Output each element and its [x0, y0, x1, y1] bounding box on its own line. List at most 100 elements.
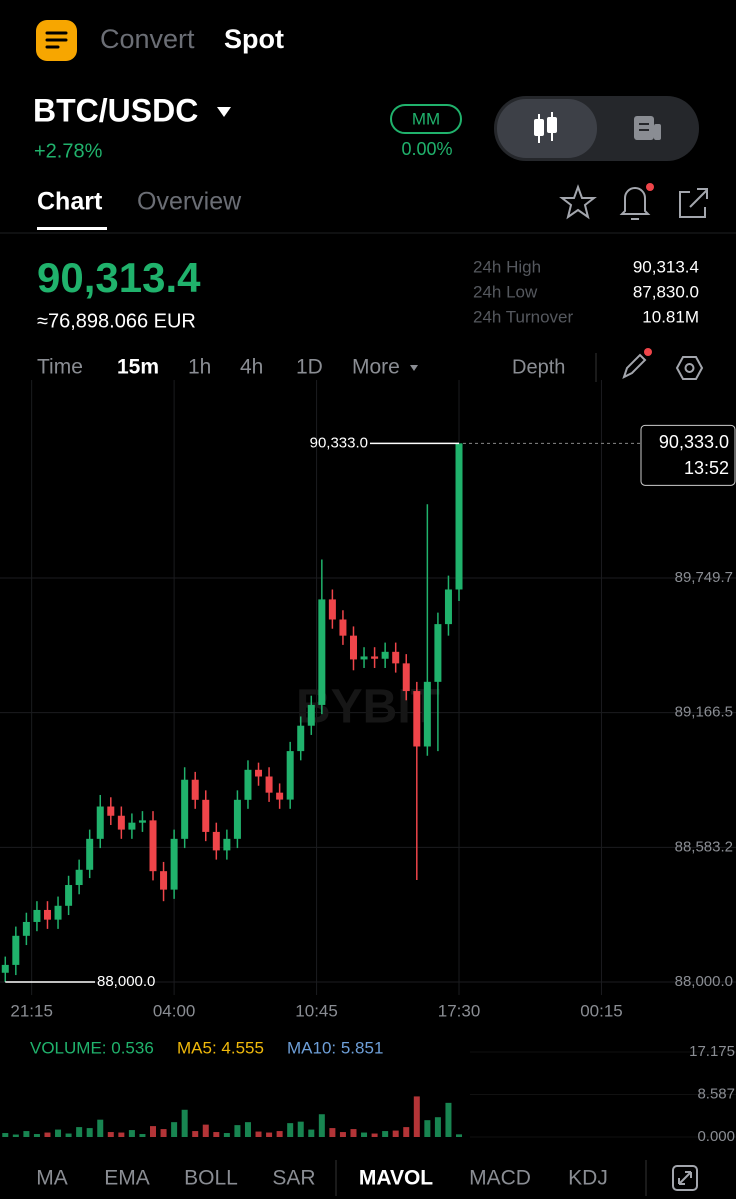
- draw-icon[interactable]: [622, 348, 652, 379]
- timeframe[interactable]: 1D: [296, 356, 323, 379]
- candle-body: [22, 921, 30, 936]
- stat-value: 10.81M: [642, 307, 699, 326]
- candle-body: [360, 656, 368, 660]
- timeframe[interactable]: 1h: [188, 356, 211, 379]
- timeframe[interactable]: More: [352, 356, 400, 379]
- candle-body: [86, 838, 94, 870]
- candle-body: [265, 776, 273, 793]
- candle-body: [96, 806, 104, 839]
- volume-tick-label: 0.000: [697, 1128, 735, 1145]
- candle-body: [107, 806, 115, 816]
- timeframe[interactable]: Time: [37, 356, 83, 379]
- y-tick-label: 89,749.7: [675, 569, 733, 586]
- indicator-tab[interactable]: MAVOL: [359, 1167, 433, 1190]
- volume-bar: [234, 1125, 241, 1137]
- candle-body: [128, 822, 136, 830]
- volume-bar: [456, 1134, 463, 1137]
- volume-bar: [434, 1117, 441, 1137]
- candle-body: [318, 599, 326, 705]
- volume-bar: [171, 1122, 178, 1137]
- x-tick-label: 10:45: [295, 1001, 338, 1020]
- indicator-tab[interactable]: EMA: [104, 1167, 150, 1190]
- candle-body: [255, 769, 263, 777]
- candle-body: [434, 624, 442, 682]
- volume-bar: [392, 1130, 399, 1137]
- volume-bar: [339, 1132, 346, 1137]
- volume-bar: [318, 1114, 325, 1137]
- pair-dropdown[interactable]: [217, 107, 231, 117]
- tab-underline: [37, 227, 107, 230]
- volume-bar: [382, 1131, 389, 1137]
- candle-body: [413, 691, 421, 747]
- last-price-box: [640, 424, 736, 486]
- candle-body: [75, 869, 83, 886]
- volume-bar: [329, 1128, 336, 1137]
- candle-body: [381, 651, 389, 659]
- stat-label: 24h High: [473, 257, 541, 276]
- tab-convert[interactable]: Convert: [100, 24, 195, 54]
- depth-tab[interactable]: Depth: [512, 356, 565, 378]
- indicator-tab[interactable]: MACD: [469, 1167, 531, 1190]
- volume-bar: [107, 1132, 114, 1137]
- pair[interactable]: BTC/USDC: [33, 92, 198, 128]
- tab-spot[interactable]: Spot: [224, 24, 284, 54]
- tab-chart[interactable]: Chart: [37, 188, 103, 216]
- mm-pill[interactable]: [390, 104, 462, 134]
- tab-overview[interactable]: Overview: [137, 188, 242, 216]
- volume-bar: [371, 1133, 378, 1137]
- candle-body: [233, 799, 241, 839]
- favorite-icon[interactable]: [559, 184, 597, 220]
- volume-bar: [150, 1126, 157, 1137]
- indicator-tab[interactable]: SAR: [272, 1167, 315, 1190]
- volume-bar: [255, 1131, 262, 1137]
- mm-label[interactable]: MM: [412, 109, 440, 128]
- y-tick-label: 88,583.2: [675, 838, 733, 855]
- x-tick-label: 21:15: [10, 1001, 53, 1020]
- view-toggle[interactable]: [494, 96, 699, 161]
- indicator-tab[interactable]: KDJ: [568, 1167, 608, 1190]
- candle-body: [455, 443, 463, 590]
- candle-body: [43, 909, 51, 920]
- volume-bar: [23, 1131, 30, 1137]
- fullscreen-icon[interactable]: [672, 1165, 698, 1191]
- candle-body: [392, 651, 400, 664]
- indicator-tab[interactable]: MA: [36, 1167, 68, 1190]
- stat-value: 90,313.4: [633, 257, 699, 276]
- volume-bar: [76, 1127, 83, 1137]
- indicator-tab[interactable]: BOLL: [184, 1167, 238, 1190]
- candle-body: [349, 635, 357, 660]
- min-marker-label: 88,000.0: [97, 973, 155, 990]
- candle-body: [149, 820, 157, 872]
- timeframe[interactable]: 4h: [240, 356, 263, 379]
- candle-body: [307, 704, 315, 726]
- volume-bar: [33, 1134, 40, 1137]
- volume-bar: [55, 1129, 62, 1137]
- settings-icon[interactable]: [675, 356, 704, 380]
- volume-bar: [223, 1133, 230, 1137]
- timeframe[interactable]: 15m: [117, 356, 159, 379]
- volume-bar: [445, 1102, 452, 1137]
- candle-body: [65, 885, 73, 906]
- volume-bar: [128, 1130, 135, 1137]
- candle-body: [212, 831, 220, 851]
- x-tick-label: 04:00: [153, 1001, 196, 1020]
- candle-body: [160, 871, 168, 890]
- fiat-price: ≈76,898.066 EUR: [37, 310, 196, 332]
- candle-body: [117, 815, 125, 830]
- y-tick-label: 89,166.5: [675, 704, 733, 721]
- alert-icon[interactable]: [619, 183, 654, 220]
- volume-bar: [297, 1121, 304, 1137]
- volume-tick-label: 17.175: [689, 1043, 735, 1060]
- share-icon[interactable]: [679, 188, 708, 218]
- candle-body: [54, 905, 62, 920]
- candle-body: [444, 589, 452, 625]
- volume-bar: [424, 1120, 431, 1137]
- menu-icon[interactable]: [36, 20, 77, 61]
- candle-body: [402, 663, 410, 692]
- candle-body: [371, 656, 379, 659]
- candle-body: [339, 619, 347, 636]
- volume-bar: [213, 1132, 220, 1137]
- stat-value: 87,830.0: [633, 282, 699, 301]
